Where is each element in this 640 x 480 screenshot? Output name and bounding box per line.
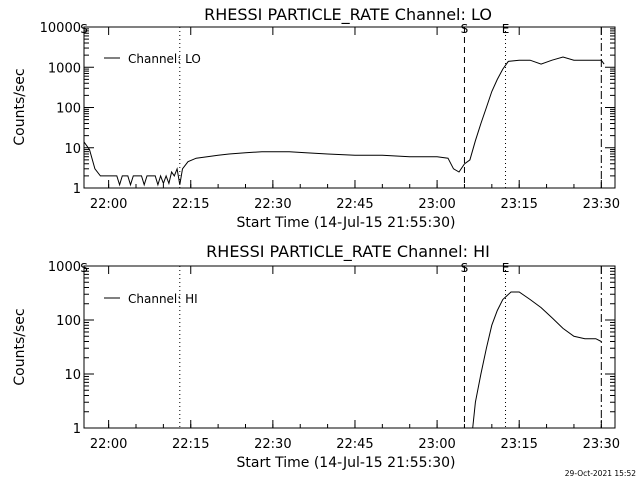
plot-frame bbox=[83, 265, 616, 429]
y-tick-label: 1 bbox=[73, 182, 81, 197]
x-tick-label: 23:30 bbox=[583, 197, 620, 212]
series-line bbox=[472, 291, 602, 429]
legend-label: Channel: LO bbox=[128, 52, 201, 66]
event-marker-label: S bbox=[461, 22, 469, 36]
x-tick-label: 23:30 bbox=[583, 437, 620, 452]
event-marker-label: E bbox=[502, 22, 510, 36]
chart-marks: SSE22:0022:1522:3022:4523:0023:1523:3011… bbox=[48, 260, 620, 452]
generation-timestamp: 29-Oct-2021 15:52 bbox=[565, 469, 636, 478]
chart-panel-hi: RHESSI PARTICLE_RATE Channel: HI Counts/… bbox=[12, 242, 620, 471]
legend-label: Channel: HI bbox=[128, 292, 198, 306]
y-tick-label: 1000 bbox=[48, 61, 81, 76]
y-tick-label: 1000 bbox=[48, 260, 81, 275]
y-tick-label: 10 bbox=[64, 368, 81, 383]
x-tick-label: 22:45 bbox=[336, 437, 373, 452]
x-tick-label: 22:15 bbox=[172, 197, 209, 212]
event-marker-label: E bbox=[502, 261, 510, 275]
x-tick-label: 23:00 bbox=[418, 437, 455, 452]
y-tick-label: 100 bbox=[56, 314, 81, 329]
plot-frame bbox=[83, 26, 616, 189]
chart-title: RHESSI PARTICLE_RATE Channel: HI bbox=[206, 242, 490, 262]
y-tick-label: 100 bbox=[56, 102, 81, 117]
y-tick-label: 10 bbox=[64, 142, 81, 157]
y-tick-label: 1 bbox=[73, 422, 81, 437]
x-axis-label: Start Time (14-Jul-15 21:55:30) bbox=[236, 455, 455, 471]
x-tick-label: 23:00 bbox=[418, 197, 455, 212]
series-line bbox=[83, 56, 605, 187]
y-axis-label: Counts/sec bbox=[12, 308, 28, 385]
x-tick-label: 22:15 bbox=[172, 437, 209, 452]
x-tick-label: 22:30 bbox=[254, 437, 291, 452]
y-axis-label: Counts/sec bbox=[12, 68, 28, 145]
x-tick-label: 23:15 bbox=[500, 197, 537, 212]
x-tick-label: 22:00 bbox=[90, 437, 127, 452]
event-marker-label: S bbox=[461, 261, 469, 275]
x-tick-label: 22:30 bbox=[254, 197, 291, 212]
chart-title: RHESSI PARTICLE_RATE Channel: LO bbox=[204, 5, 492, 25]
y-tick-label: 10000 bbox=[40, 21, 81, 36]
x-tick-label: 22:45 bbox=[336, 197, 373, 212]
chart-panel-lo: RHESSI PARTICLE_RATE Channel: LO Counts/… bbox=[12, 5, 620, 231]
x-tick-label: 22:00 bbox=[90, 197, 127, 212]
x-tick-label: 23:15 bbox=[500, 437, 537, 452]
x-axis-label: Start Time (14-Jul-15 21:55:30) bbox=[236, 215, 455, 231]
